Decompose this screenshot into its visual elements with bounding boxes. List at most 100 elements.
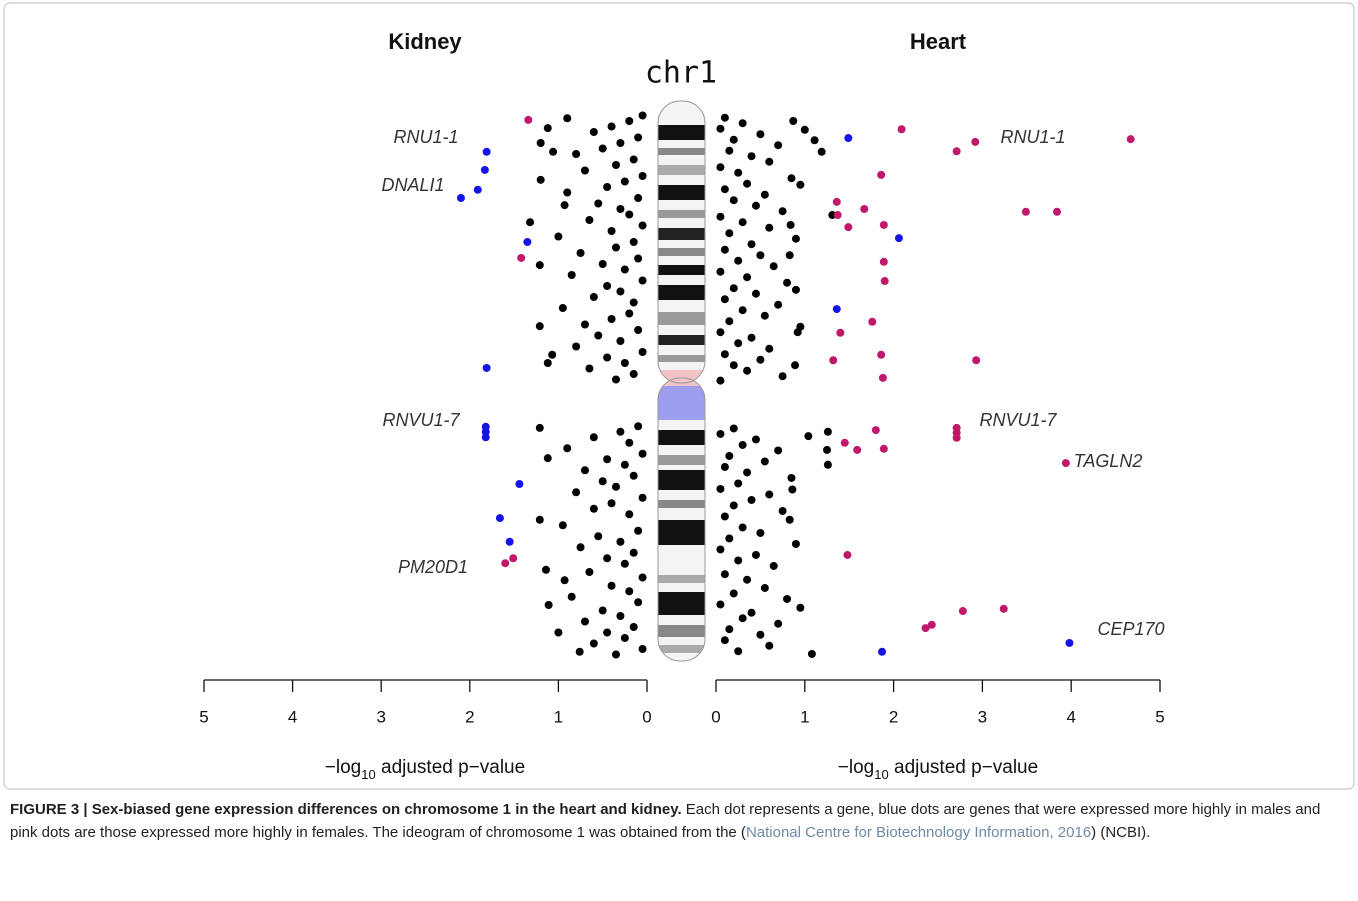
gene-point xyxy=(832,305,841,314)
ideogram-q-arm xyxy=(658,378,705,661)
gene-point xyxy=(738,119,747,128)
gene-point xyxy=(747,495,756,504)
gene-point xyxy=(625,438,634,447)
gene-point xyxy=(747,240,756,249)
gene-point xyxy=(616,612,625,620)
gene-point xyxy=(580,466,589,475)
gene-point xyxy=(765,641,774,650)
gene-point xyxy=(629,471,638,480)
gene-point xyxy=(629,238,638,246)
point-series xyxy=(456,147,532,546)
gene-point xyxy=(725,317,734,326)
gene-point xyxy=(751,201,760,210)
gene-point xyxy=(638,449,647,458)
ideogram-centromere xyxy=(658,378,705,386)
gene-point xyxy=(629,370,638,378)
ideogram-band xyxy=(658,165,705,175)
panel-title: Heart xyxy=(910,29,967,54)
ideogram-outline xyxy=(657,100,706,384)
gene-point xyxy=(638,645,647,653)
gene-point xyxy=(535,322,544,331)
gene-point xyxy=(563,444,572,453)
gene-point xyxy=(482,147,491,156)
gene-point xyxy=(840,438,849,447)
gene-point xyxy=(832,197,841,206)
gene-point xyxy=(765,157,774,166)
x-axis-label-part: 10 xyxy=(361,767,375,782)
gene-point xyxy=(729,589,738,598)
gene-point xyxy=(543,124,552,133)
gene-point xyxy=(796,180,805,189)
gene-point xyxy=(541,565,550,574)
x-tick-label: 5 xyxy=(1155,707,1164,726)
gene-point xyxy=(720,113,729,122)
gene-point xyxy=(725,534,734,543)
gene-point xyxy=(972,356,981,365)
gene-point xyxy=(738,440,747,449)
ideogram-band xyxy=(658,470,705,490)
gene-point xyxy=(572,342,581,351)
ideogram-band xyxy=(658,625,705,637)
ideogram-band xyxy=(658,335,705,345)
gene-point xyxy=(526,218,535,227)
caption-text: ) (NCBI). xyxy=(1091,824,1151,841)
ideogram-p-arm xyxy=(658,101,705,383)
x-tick-label: 3 xyxy=(376,707,385,726)
gene-point xyxy=(603,455,612,464)
gene-point xyxy=(783,594,792,603)
gene-annotation: TAGLN2 xyxy=(1074,451,1143,471)
gene-point xyxy=(716,124,725,133)
gene-point xyxy=(716,212,725,221)
gene-point xyxy=(544,601,553,609)
gene-point xyxy=(734,256,743,265)
gene-point xyxy=(634,598,643,607)
gene-point xyxy=(638,348,647,356)
gene-point xyxy=(791,285,800,294)
gene-point xyxy=(958,607,967,616)
x-axis-label: −log10 adjusted p−value xyxy=(838,757,1038,782)
gene-point xyxy=(836,328,845,337)
ideogram-outline xyxy=(657,377,706,662)
x-tick-label: 3 xyxy=(978,707,987,726)
gene-point xyxy=(1061,459,1070,468)
gene-point xyxy=(558,521,567,530)
gene-point xyxy=(817,147,826,156)
gene-point xyxy=(833,211,842,220)
gene-point xyxy=(734,556,743,565)
gene-point xyxy=(558,304,567,312)
caption-link[interactable]: National Centre for Biotechnology Inform… xyxy=(745,824,1092,841)
gene-point xyxy=(638,276,647,285)
gene-point xyxy=(729,424,738,433)
gene-point xyxy=(716,600,725,609)
ideogram-band xyxy=(658,378,705,661)
gene-point xyxy=(720,636,729,645)
ideogram-band xyxy=(658,185,705,200)
gene-point xyxy=(774,141,783,150)
gene-point xyxy=(611,650,620,659)
gene-point xyxy=(743,179,752,188)
gene-point xyxy=(774,619,783,628)
gene-point xyxy=(576,543,585,552)
gene-point xyxy=(473,185,482,194)
gene-point xyxy=(760,190,769,199)
gene-point xyxy=(716,484,725,493)
gene-point xyxy=(515,480,524,488)
gene-point xyxy=(725,625,734,634)
gene-annotation: CEP170 xyxy=(1097,619,1164,639)
gene-point xyxy=(868,317,877,326)
gene-point xyxy=(629,623,638,631)
gene-point xyxy=(734,647,743,656)
gene-point xyxy=(879,444,888,453)
gene-point xyxy=(751,435,760,444)
gene-point xyxy=(791,234,800,243)
gene-point xyxy=(786,220,795,229)
gene-point xyxy=(625,587,634,596)
gene-point xyxy=(952,433,961,442)
gene-point xyxy=(769,561,778,570)
gene-point xyxy=(720,185,729,194)
gene-point xyxy=(585,216,594,224)
gene-point xyxy=(729,361,738,370)
gene-point xyxy=(616,287,625,296)
gene-point xyxy=(747,333,756,342)
gene-point xyxy=(765,223,774,232)
